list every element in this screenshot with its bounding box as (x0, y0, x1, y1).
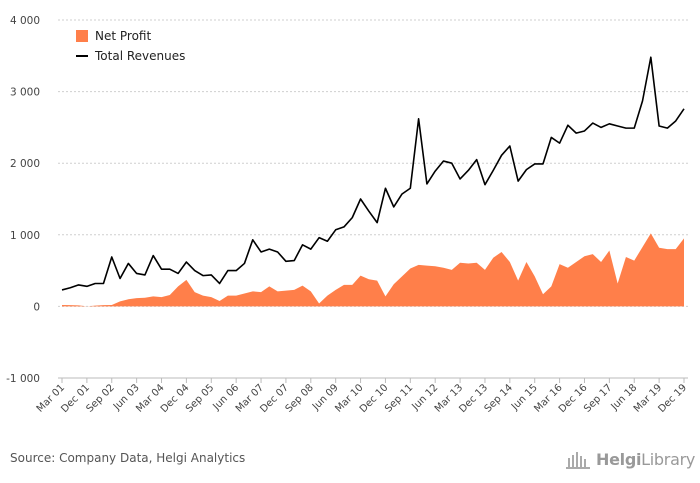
net-profit-area (62, 233, 684, 307)
total-revenues-line (61, 56, 685, 291)
legend-label-net-profit: Net Profit (95, 29, 151, 43)
y-tick-label: -1 000 (6, 373, 40, 385)
net-profit-area-layer (62, 233, 684, 307)
y-axis-ticks: -1 000 0 1 000 2 000 3 000 4 000 (6, 15, 40, 385)
y-tick-label: 3 000 (10, 87, 40, 99)
legend: Net Profit Total Revenues (76, 29, 185, 63)
y-tick-label: 2 000 (10, 158, 40, 170)
source-label: Source: Company Data, Helgi Analytics (10, 451, 246, 465)
y-tick-label: 0 (33, 301, 40, 313)
x-tick-label: Sep 17 (582, 382, 614, 414)
x-tick-label: Sep 05 (184, 382, 216, 414)
grid-lines (58, 19, 688, 379)
legend-label-total-revenues: Total Revenues (94, 49, 185, 63)
x-tick-label: Sep 11 (383, 382, 415, 414)
logo-text: HelgiLibrary (596, 450, 695, 469)
library-icon (566, 452, 590, 469)
legend-swatch-net-profit (76, 30, 88, 42)
total-revenues-line-layer (61, 56, 685, 291)
x-tick-label: Sep 14 (483, 382, 515, 414)
logo-text-bold: Helgi (596, 449, 642, 469)
helgi-library-logo: HelgiLibrary (566, 447, 695, 471)
y-tick-label: 1 000 (10, 230, 40, 242)
y-tick-label: 4 000 (10, 15, 40, 27)
logo-text-thin: Library (641, 449, 696, 469)
x-tick-label: Sep 02 (85, 382, 117, 414)
x-tick-label: Sep 08 (284, 382, 316, 414)
